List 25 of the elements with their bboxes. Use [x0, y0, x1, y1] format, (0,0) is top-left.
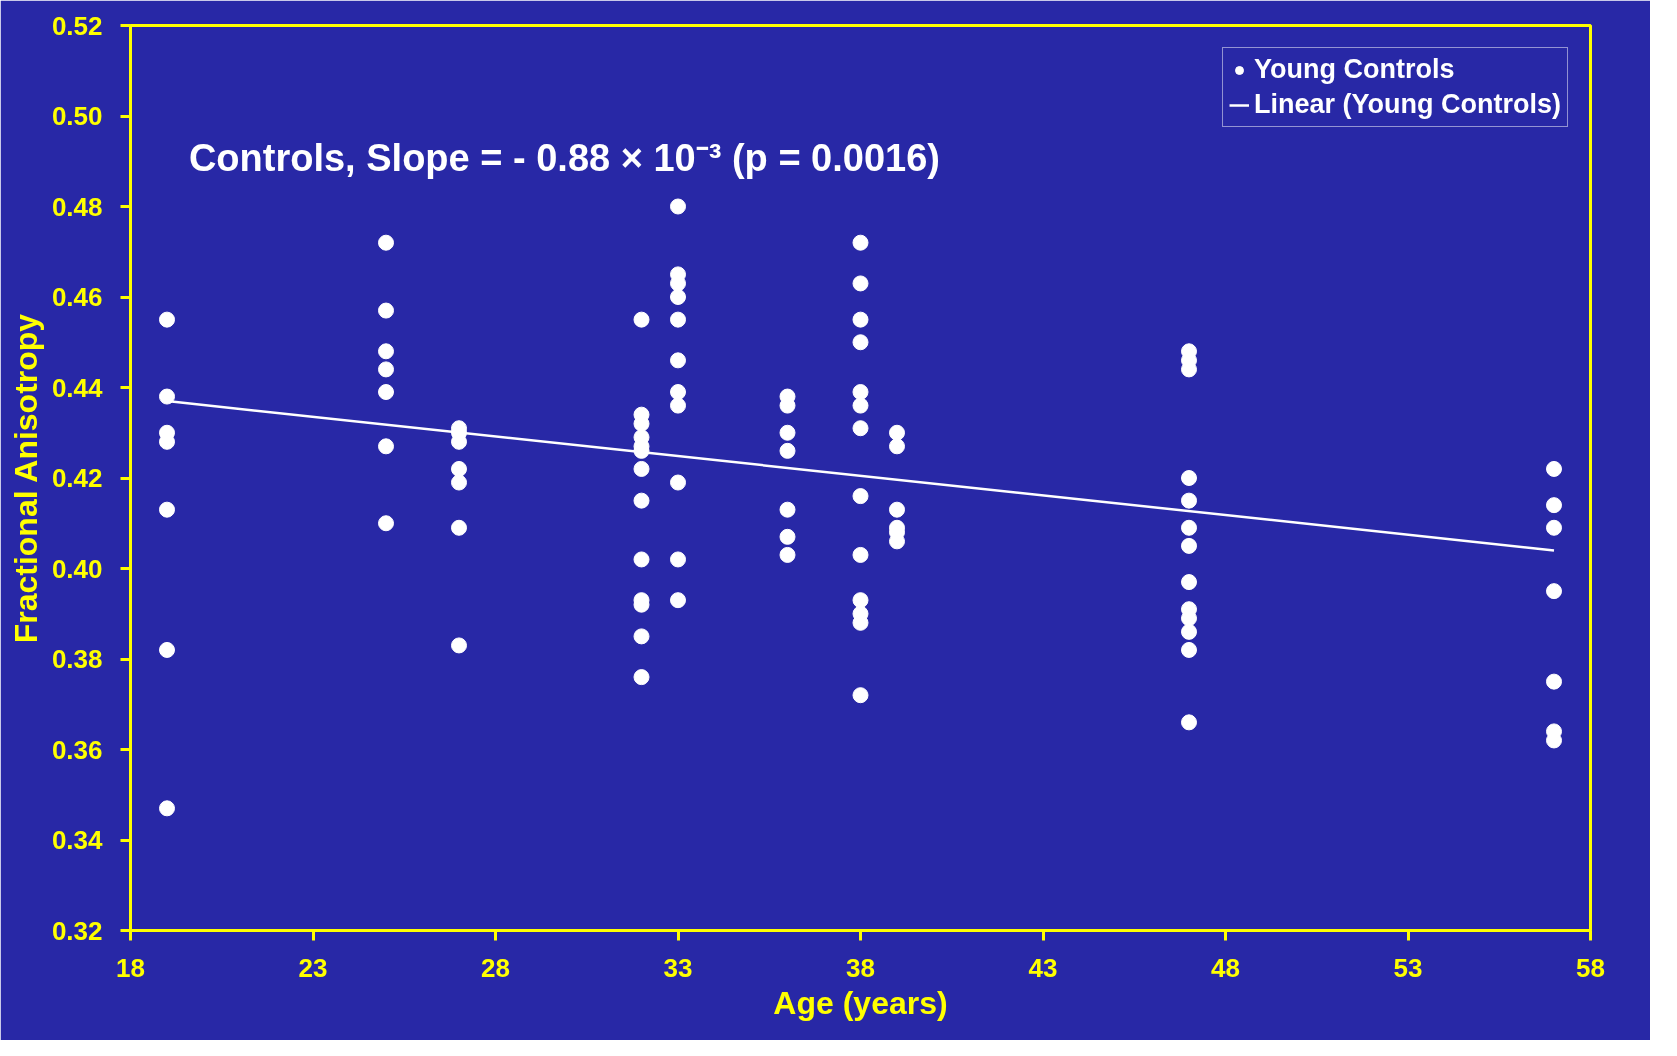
- x-tick-label: 53: [1393, 952, 1423, 983]
- y-tick-label: 0.40: [51, 553, 103, 584]
- annotation: Controls, Slope = - 0.88 × 10⁻³ (p = 0.0016): [188, 137, 941, 180]
- x-tick-label: 18: [116, 952, 145, 983]
- y-tick-label: 0.46: [51, 282, 103, 312]
- legend-label: Young Controls: [1254, 54, 1455, 85]
- x-tick-label: 48: [1211, 952, 1240, 983]
- y-tick-label: 0.48: [51, 191, 103, 222]
- y-tick-label: 0.34: [51, 825, 104, 855]
- x-tick-label: 28: [481, 952, 510, 983]
- x-tick-label: 58: [1576, 952, 1605, 983]
- y-tick-label: 0.52: [51, 10, 103, 41]
- x-tick-label: 33: [663, 952, 693, 983]
- y-tick-label: 0.38: [51, 644, 103, 674]
- x-axis-title: Age (years): [773, 984, 948, 1021]
- y-tick-label: 0.36: [51, 734, 103, 765]
- x-tick-label: 38: [846, 952, 875, 983]
- y-tick-label: 0.32: [51, 915, 103, 946]
- y-axis-title: Fractional Anisotropy: [7, 313, 44, 644]
- x-tick-label: 23: [298, 952, 328, 983]
- y-tick-label: 0.42: [51, 463, 103, 493]
- y-tick-label: 0.50: [51, 101, 103, 131]
- y-tick-label: 0.44: [51, 372, 104, 403]
- x-tick-label: 43: [1028, 952, 1058, 983]
- legend-label: Linear (Young Controls): [1254, 89, 1561, 120]
